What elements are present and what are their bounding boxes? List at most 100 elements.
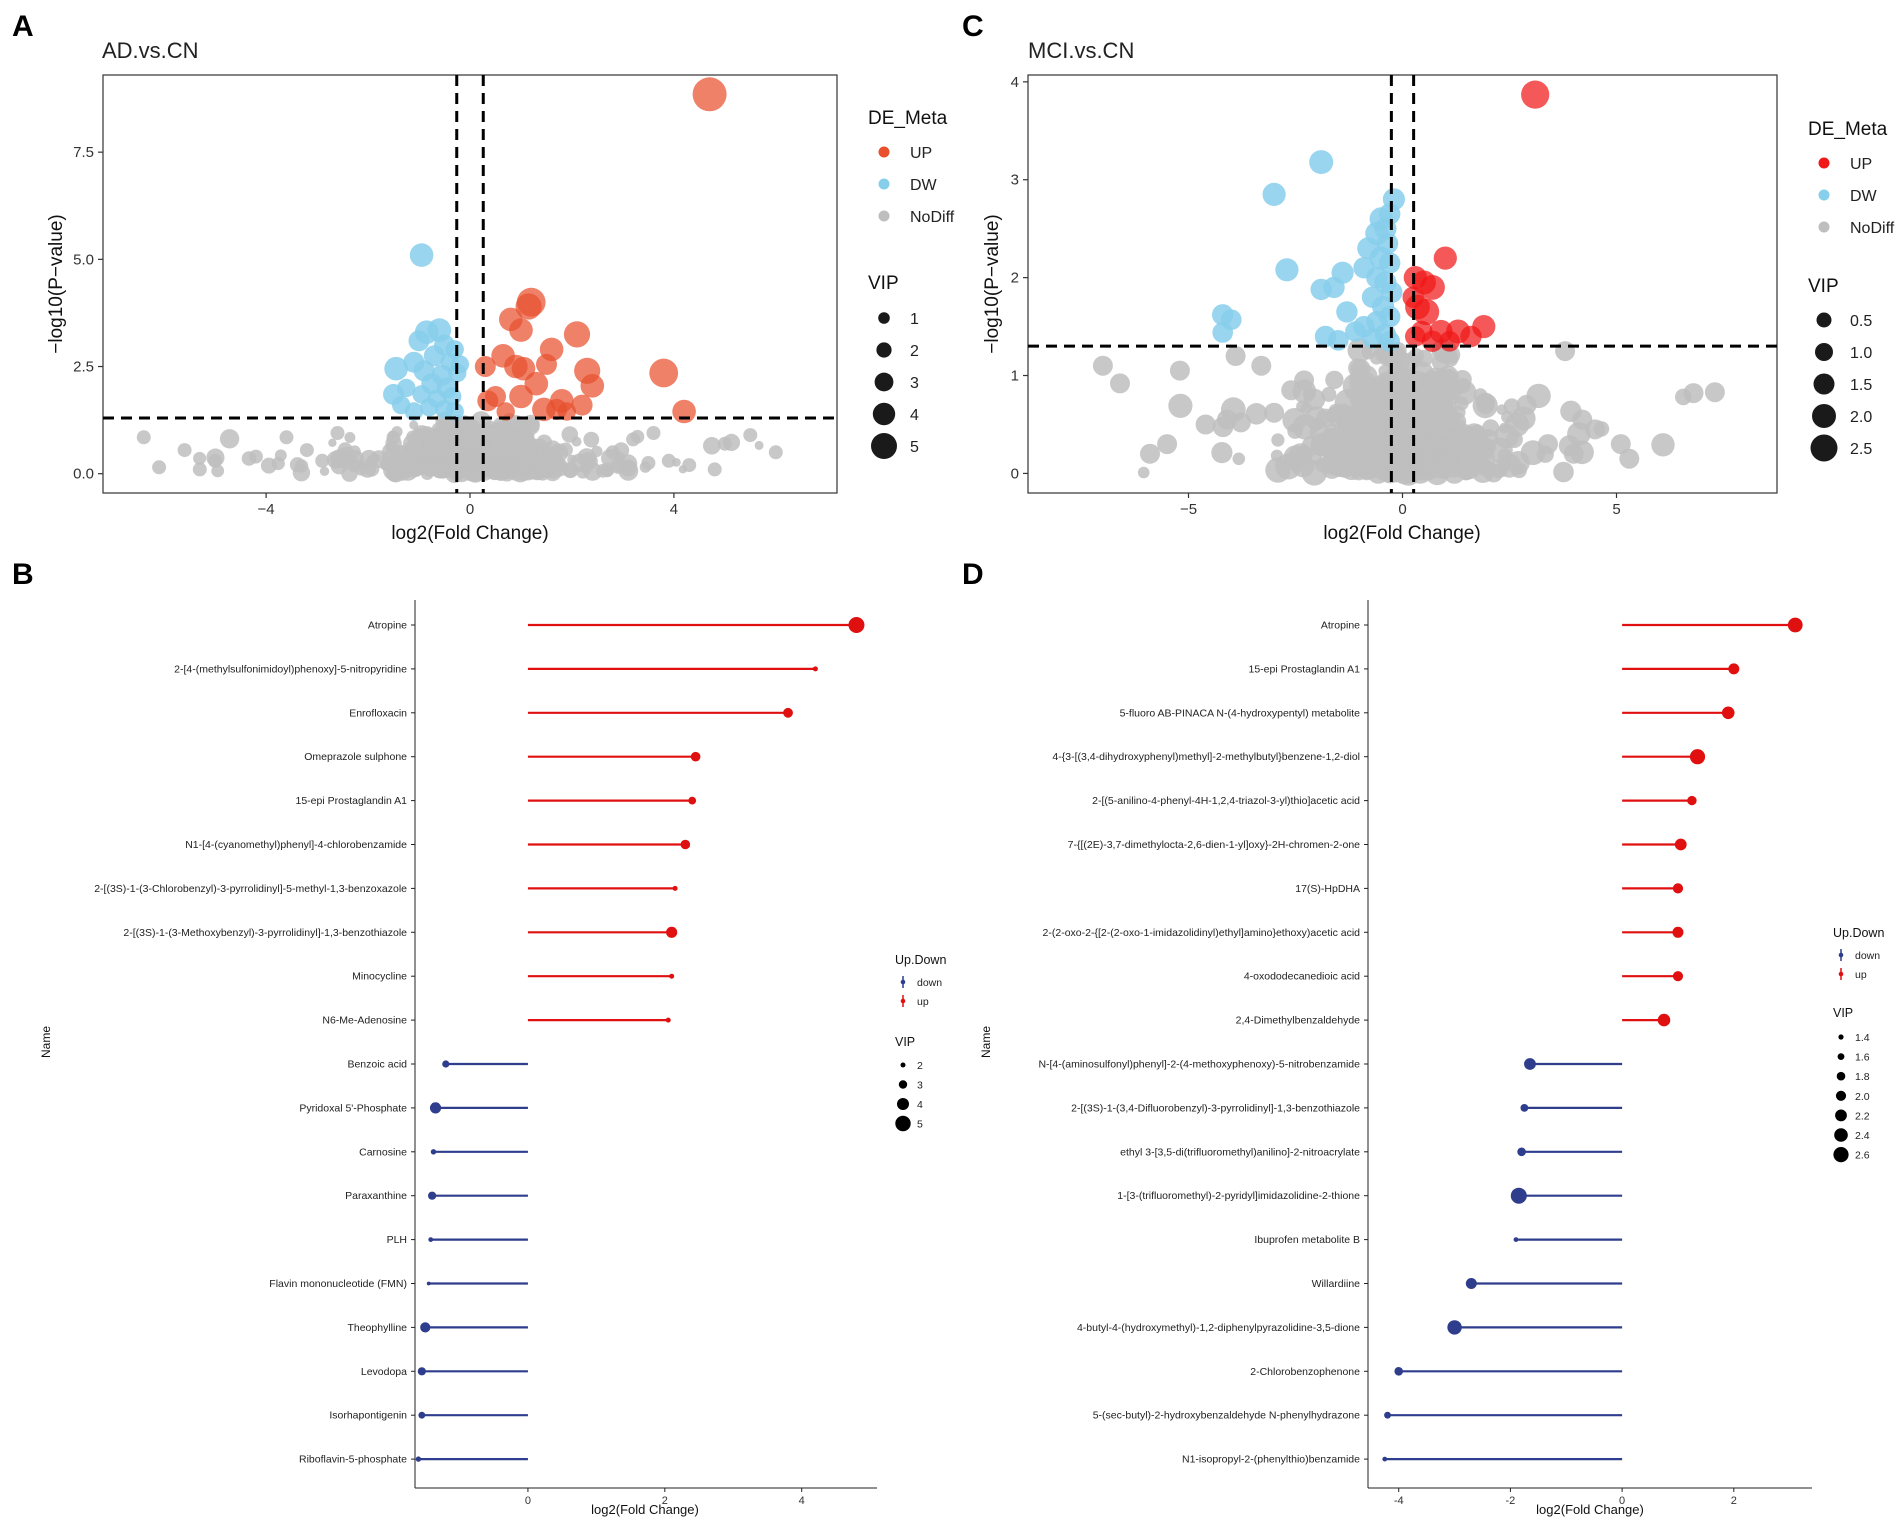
up-point — [474, 356, 496, 377]
nodiff-point — [411, 441, 426, 456]
up-point — [536, 353, 557, 375]
nodiff-point — [1412, 382, 1425, 395]
legend-size-label: 2 — [917, 1060, 923, 1072]
nodiff-point — [1362, 377, 1389, 404]
x-tick-label: 0 — [1619, 1495, 1625, 1507]
nodiff-point — [1110, 373, 1130, 394]
up-point — [571, 394, 593, 416]
panel-a-points — [383, 77, 727, 424]
legend-size-swatch — [871, 433, 897, 459]
metabolite-name: Isorhapontigenin — [329, 1410, 407, 1422]
panel-b-legend-size-title: VIP — [895, 1035, 915, 1049]
nodiff-point — [1245, 403, 1268, 425]
metabolite-name: PLH — [387, 1234, 407, 1246]
nodiff-point — [412, 455, 427, 470]
legend-dir-swatch-dot — [900, 998, 906, 1004]
panel-d-legend-size-title: VIP — [1833, 1006, 1853, 1020]
lollipop-point — [1787, 617, 1803, 633]
lollipop-point — [1672, 883, 1684, 894]
lollipop-point — [1689, 749, 1706, 765]
legend-size-label: 2.2 — [1855, 1110, 1870, 1122]
legend-color-label: DW — [910, 177, 938, 194]
panel-b-xlabel: log2(Fold Change) — [591, 1502, 699, 1517]
lollipop-point — [669, 973, 675, 979]
up-point — [692, 77, 727, 112]
metabolite-name: N1-[4-(cyanomethyl)phenyl]-4-chlorobenza… — [185, 839, 407, 851]
metabolite-name: Minocycline — [352, 971, 407, 983]
legend-size-swatch — [1836, 1071, 1846, 1081]
nodiff-point — [429, 430, 444, 445]
panel-d-lollipop: Atropine 15-epi Prostaglandin A1 5-fluoro … — [979, 600, 1884, 1517]
legend-dir-swatch-dot — [900, 979, 906, 985]
lollipop-point — [1517, 1147, 1526, 1157]
legend-size-label: 1.4 — [1855, 1032, 1870, 1044]
nodiff-point — [494, 421, 507, 433]
nodiff-point — [626, 432, 641, 447]
nodiff-point — [1563, 443, 1584, 464]
lollipop-point — [429, 1102, 442, 1114]
metabolite-name: Flavin mononucleotide (FMN) — [269, 1278, 407, 1290]
legend-size-swatch — [1813, 373, 1835, 395]
legend-size-swatch — [1815, 343, 1833, 361]
metabolite-name: 4-butyl-4-(hydroxymethyl)-1,2-diphenylpy… — [1077, 1322, 1360, 1334]
nodiff-point — [754, 440, 764, 450]
nodiff-point — [1396, 417, 1422, 444]
nodiff-point — [521, 443, 530, 453]
x-tick-label: 2 — [662, 1495, 668, 1507]
nodiff-point — [1454, 396, 1469, 411]
legend-size-swatch — [1835, 1109, 1847, 1122]
x-tick-label: −4 — [258, 501, 275, 518]
dw-point — [1362, 328, 1383, 349]
metabolite-name: 2-[4-(methylsulfonimidoyl)phenoxy]-5-nit… — [174, 663, 407, 675]
panel-b-legend-dir-title: Up.Down — [895, 953, 946, 967]
metabolite-name: 2-[(3S)-1-(3-Methoxybenzyl)-3-pyrrolidin… — [123, 927, 407, 939]
nodiff-point — [1441, 413, 1460, 432]
lollipop-point — [1465, 1278, 1477, 1289]
up-point — [580, 374, 605, 398]
lollipop-point — [417, 1367, 426, 1376]
nodiff-point — [1505, 431, 1523, 448]
nodiff-point — [462, 420, 477, 436]
nodiff-point — [682, 458, 697, 473]
metabolite-name: Levodopa — [361, 1366, 407, 1378]
nodiff-point — [1325, 370, 1344, 390]
legend-size-label: 5 — [910, 439, 919, 456]
legend-color-swatch — [1818, 189, 1830, 201]
legend-size-swatch — [874, 372, 894, 392]
nodiff-point — [1321, 386, 1337, 402]
dw-point — [445, 402, 464, 421]
nodiff-point — [440, 433, 461, 454]
legend-dir-label: up — [917, 996, 929, 1008]
x-tick-label: 4 — [799, 1495, 805, 1507]
legend-size-swatch — [900, 1062, 906, 1068]
metabolite-name: N1-isopropyl-2-(phenylthio)benzamide — [1182, 1454, 1360, 1466]
nodiff-point — [1553, 461, 1574, 483]
legend-dir-swatch-dot — [1838, 952, 1844, 958]
panel-c-legend: DE_Meta VIP UP DW NoDiff 0.5 1.0 1.5 2.0 2.5 — [1808, 119, 1895, 462]
nodiff-point — [1137, 466, 1150, 479]
panel-letter-b: B — [12, 558, 34, 591]
nodiff-point — [1497, 448, 1512, 463]
legend-color-swatch — [1818, 221, 1830, 233]
panel-a-volcano: AD.vs.CN −4 0 4 0.0 2.5 5.0 7.5 log2(Fold Chan… — [46, 38, 955, 544]
nodiff-point — [136, 430, 151, 445]
y-tick-label: 0 — [1011, 465, 1019, 482]
nodiff-point — [605, 445, 620, 460]
nodiff-point — [717, 436, 732, 451]
nodiff-point — [567, 454, 578, 465]
nodiff-point — [1265, 457, 1291, 483]
lollipop-point — [1672, 926, 1684, 938]
metabolite-name: Willardiine — [1312, 1278, 1361, 1290]
nodiff-point — [1463, 423, 1485, 444]
metabolite-name: 17(S)-HpDHA — [1295, 883, 1360, 895]
nodiff-point — [219, 429, 240, 449]
nodiff-point — [1264, 402, 1285, 423]
nodiff-point — [315, 453, 330, 468]
panel-d-xlabel: log2(Fold Change) — [1536, 1502, 1644, 1517]
lollipop-point — [1524, 1058, 1536, 1070]
nodiff-point — [1555, 341, 1576, 362]
metabolite-name: 2-Chlorobenzophenone — [1250, 1366, 1360, 1378]
nodiff-point — [1619, 448, 1640, 469]
metabolite-name: Atropine — [368, 620, 407, 632]
up-point — [1412, 298, 1440, 326]
